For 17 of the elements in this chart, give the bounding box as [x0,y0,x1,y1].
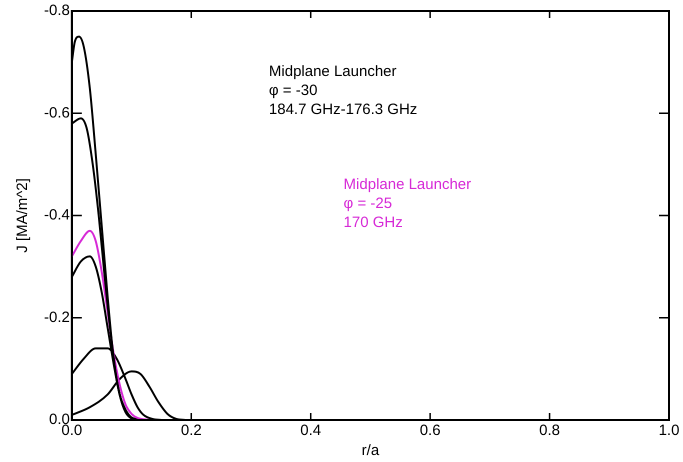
annotation: 184.7 GHz-176.3 GHz [268,101,418,118]
annotation: 170 GHz [344,214,403,231]
x-tick-label: 0.6 [420,422,441,440]
annotation: φ = -25 [344,195,392,212]
y-tick-label: -0.2 [44,308,70,326]
x-tick-label: 0.2 [180,422,202,440]
x-tick-label: 1.0 [658,422,680,440]
y-tick-label: -0.6 [44,104,70,122]
annotation: Midplane Launcher [268,63,396,80]
x-tick-label: 0.4 [300,422,322,440]
y-tick-label: -0.4 [44,206,70,224]
annotation: φ = -30 [268,82,318,99]
x-axis-title: r/a [362,442,380,460]
y-axis-title: J [MA/m^2] [14,178,32,253]
y-tick-label: -0.8 [44,2,70,20]
x-tick-label: 0.8 [539,422,560,440]
annotation: Midplane Launcher [344,176,472,193]
